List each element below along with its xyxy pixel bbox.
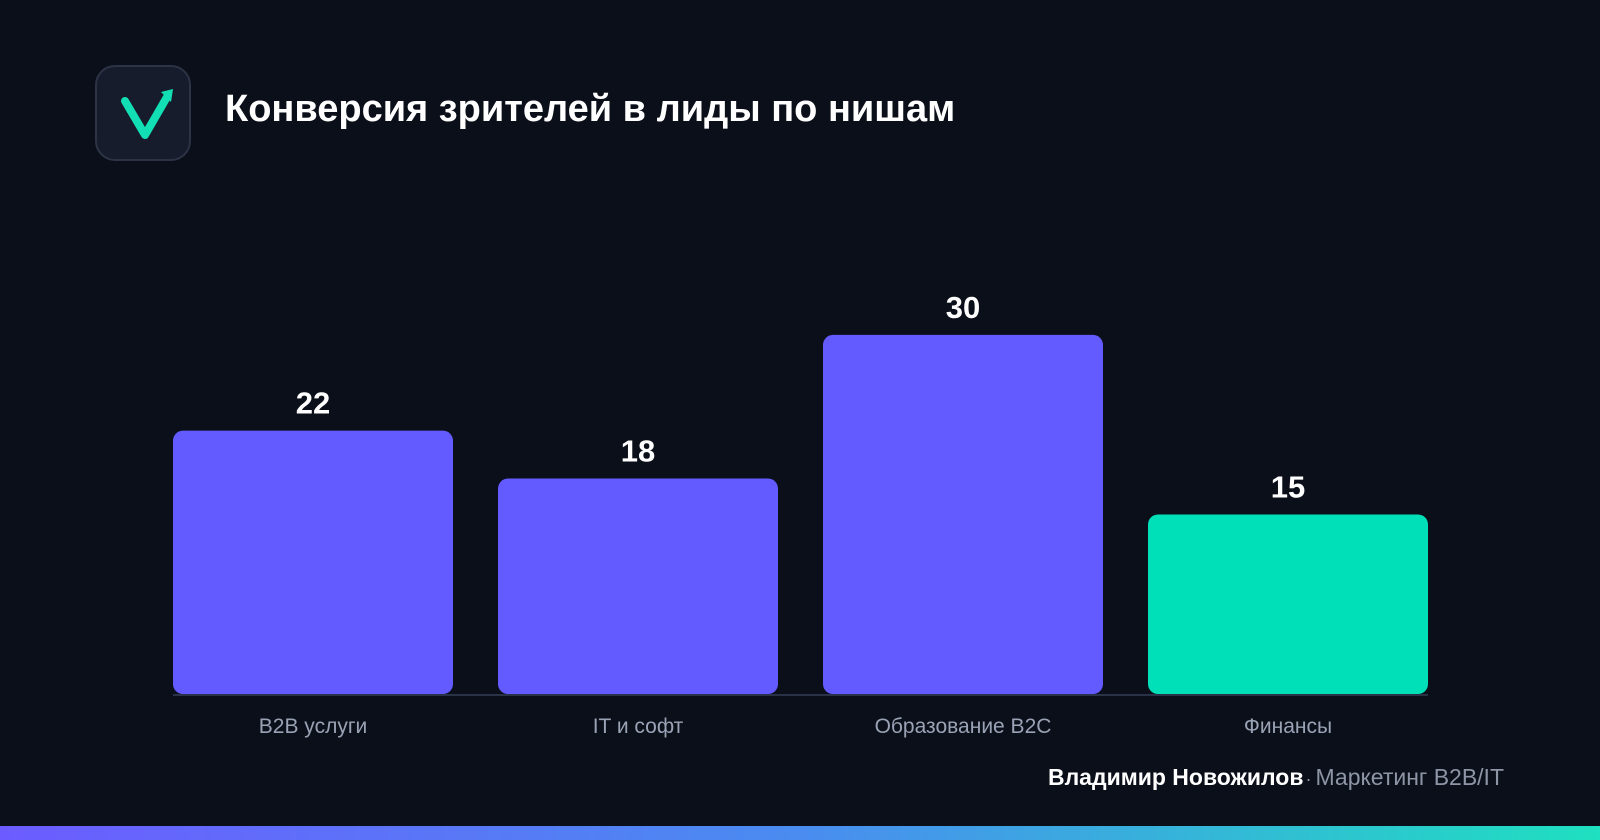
- category-label-0: B2B услуги: [259, 715, 367, 738]
- author-role: Маркетинг B2B/IT: [1315, 764, 1504, 790]
- checkmark-arrow-icon: [121, 89, 173, 139]
- category-label-3: Финансы: [1244, 715, 1332, 738]
- bar-value-label-0: 22: [296, 386, 330, 421]
- category-label-1: IT и софт: [593, 715, 684, 738]
- bar-0: [173, 430, 453, 694]
- page-title: Конверсия зрителей в лиды по нишам: [225, 88, 956, 130]
- bar-3: [1148, 514, 1428, 694]
- bar-chart: 22 B2B услуги 18 IT и софт 30 Образование B2C…: [173, 290, 1428, 738]
- author-name: Владимир Новожилов: [1047, 764, 1304, 790]
- bar-value-label-2: 30: [946, 290, 980, 325]
- bar-2: [823, 334, 1103, 694]
- bar-1: [498, 478, 778, 694]
- credit-separator: ·: [1305, 769, 1312, 789]
- bar-value-label-3: 15: [1271, 469, 1305, 504]
- bottom-gradient-bar: [0, 826, 1600, 840]
- bar-value-label-1: 18: [621, 434, 655, 469]
- category-label-2: Образование B2C: [875, 715, 1052, 738]
- logo: [95, 65, 191, 161]
- credit-line: Владимир Новожилов · Маркетинг B2B/IT: [1048, 764, 1504, 791]
